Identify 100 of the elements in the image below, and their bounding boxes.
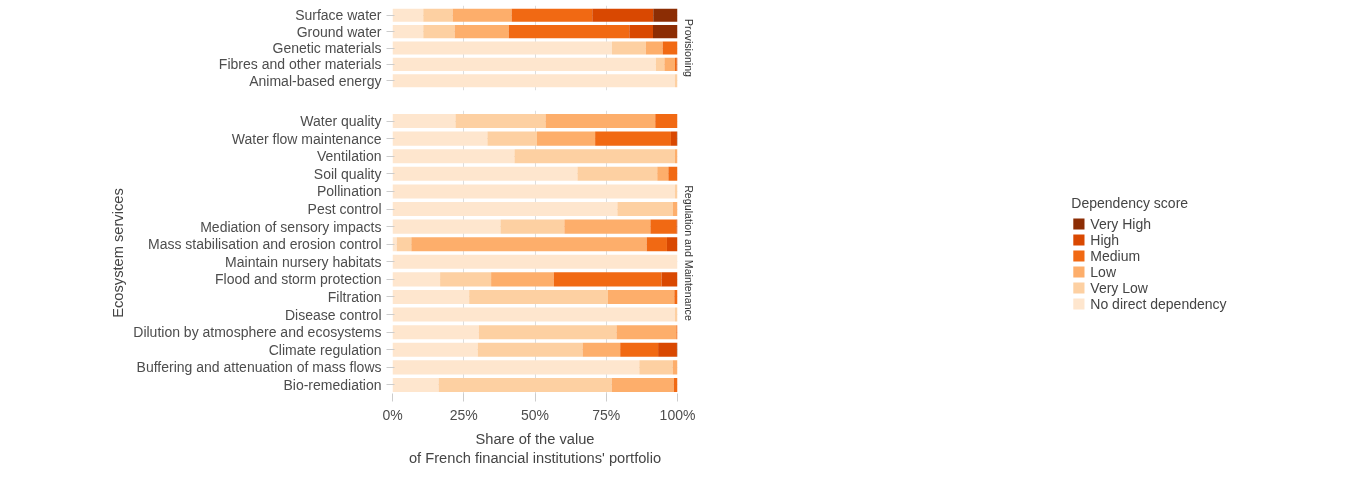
y-tick-label: Bio-remediation xyxy=(283,376,382,393)
legend-label: Very Low xyxy=(1090,279,1148,295)
text: Provisioning xyxy=(682,18,695,78)
bar xyxy=(661,272,678,287)
bar xyxy=(392,272,441,287)
bar xyxy=(392,237,397,252)
bar xyxy=(392,131,488,146)
bar xyxy=(655,114,678,129)
bar xyxy=(396,237,412,252)
bar xyxy=(392,254,678,269)
bar xyxy=(639,360,673,375)
bar xyxy=(392,289,470,305)
bar xyxy=(477,342,583,357)
y-tick-label: Animal-based energy xyxy=(249,72,382,89)
bar xyxy=(652,25,678,39)
y-tick-label: Flood and storm protection xyxy=(214,271,382,288)
bar xyxy=(392,360,640,375)
bar xyxy=(657,166,669,181)
bar xyxy=(664,57,675,71)
legend-label: Medium xyxy=(1090,247,1141,263)
bar xyxy=(577,166,658,181)
y-tick-label: Pest control xyxy=(307,201,382,218)
bar xyxy=(392,25,424,39)
y-tick-label: Mediation of sensory impacts xyxy=(200,218,382,235)
bar xyxy=(392,342,478,357)
bar xyxy=(553,272,662,287)
y-tick-label: Climate regulation xyxy=(268,341,382,358)
bar xyxy=(514,149,675,164)
bar xyxy=(392,57,656,71)
bar xyxy=(616,325,677,340)
bar xyxy=(662,41,678,55)
bar xyxy=(500,219,565,234)
bar xyxy=(392,201,618,217)
bar xyxy=(454,25,509,39)
bar xyxy=(440,272,492,287)
y-tick-label: Ground water xyxy=(296,23,382,40)
bar xyxy=(423,8,453,22)
legend-title: Dependency score xyxy=(1071,194,1190,210)
bar xyxy=(674,289,678,305)
x-axis-title: Share of the value of French financial institutions' portfolio xyxy=(408,430,662,466)
y-tick-label: Water quality xyxy=(300,113,382,130)
bar xyxy=(592,8,654,22)
bar xyxy=(491,272,554,287)
legend-label: High xyxy=(1090,231,1120,247)
y-tick-label: Genetic materials xyxy=(272,40,382,56)
bar xyxy=(564,219,651,234)
y-tick-label: Buffering and attenuation of mass flows xyxy=(136,359,382,376)
bar xyxy=(655,57,665,71)
bar xyxy=(455,114,546,129)
bar xyxy=(392,219,501,234)
bar xyxy=(392,74,675,88)
bar xyxy=(645,41,663,55)
y-tick-label: Dilution by atmosphere and ecosystems xyxy=(133,324,382,341)
y-tick-label: Surface water xyxy=(295,7,382,24)
y-tick-label: Maintain nursery habitats xyxy=(225,253,382,270)
bar xyxy=(617,201,673,217)
bar xyxy=(670,131,677,146)
bar xyxy=(508,25,630,39)
text: Regulation and Maintenance xyxy=(682,185,695,321)
bar xyxy=(392,166,578,181)
bar xyxy=(650,219,677,234)
bar xyxy=(536,131,596,146)
y-tick-label: Water flow maintenance xyxy=(231,130,382,147)
bar xyxy=(668,166,678,181)
bar xyxy=(607,289,675,305)
bar xyxy=(611,41,646,55)
x-tick-label: 0% xyxy=(382,406,403,423)
bar xyxy=(392,184,675,199)
y-tick-label: Ventilation xyxy=(316,148,382,165)
bar xyxy=(545,114,656,129)
bar xyxy=(620,342,659,357)
bar xyxy=(595,131,671,146)
x-tick-label: 25% xyxy=(449,406,478,423)
legend-label: No direct dependency xyxy=(1090,295,1227,311)
bar xyxy=(658,342,677,357)
bar xyxy=(392,8,424,22)
bar xyxy=(653,8,678,22)
y-tick-label: Mass stabilisation and erosion control xyxy=(148,236,382,253)
x-tick-label: 50% xyxy=(520,406,550,423)
x-tick-label: 75% xyxy=(592,406,621,423)
bar xyxy=(469,289,608,305)
y-tick-label: Soil quality xyxy=(313,165,382,182)
y-tick-label: Pollination xyxy=(316,183,382,200)
bar xyxy=(392,149,515,164)
bar xyxy=(438,377,612,392)
bar xyxy=(392,307,675,322)
bar xyxy=(478,325,617,340)
bar xyxy=(392,114,456,129)
y-axis-title: Ecosystem services xyxy=(109,188,126,318)
bar xyxy=(411,237,647,252)
bar xyxy=(423,25,455,39)
bar xyxy=(666,237,678,252)
bar xyxy=(452,8,512,22)
bar xyxy=(611,377,674,392)
bar xyxy=(487,131,537,146)
y-tick-label: Filtration xyxy=(327,288,382,305)
bar xyxy=(392,325,479,340)
y-tick-label: Disease control xyxy=(285,306,382,323)
bar xyxy=(392,41,612,55)
bar xyxy=(392,377,439,392)
